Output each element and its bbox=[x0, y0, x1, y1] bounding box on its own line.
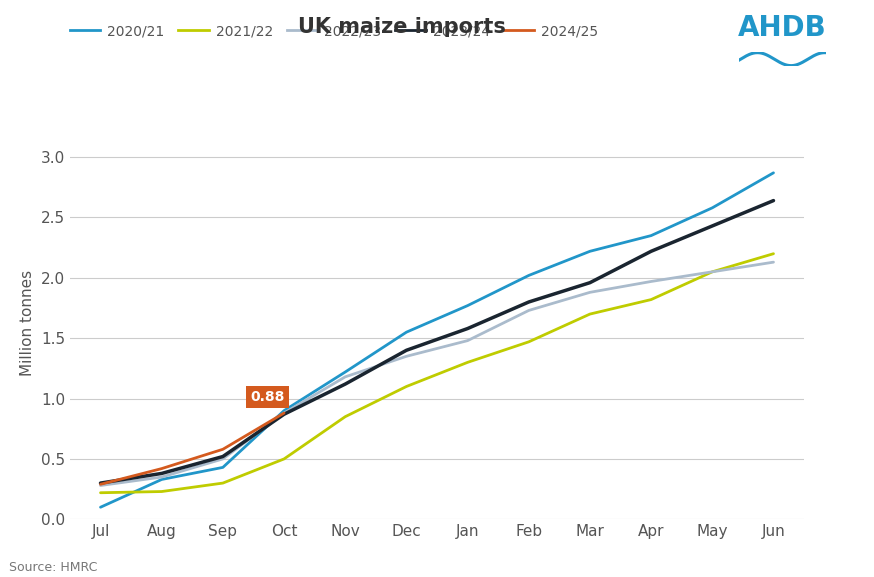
Y-axis label: Million tonnes: Million tonnes bbox=[20, 270, 35, 376]
Text: AHDB: AHDB bbox=[738, 14, 827, 43]
Legend: 2020/21, 2021/22, 2022/23, 2023/24, 2024/25: 2020/21, 2021/22, 2022/23, 2023/24, 2024… bbox=[70, 24, 599, 38]
Text: UK maize imports: UK maize imports bbox=[298, 17, 506, 38]
Text: 0.88: 0.88 bbox=[250, 390, 285, 404]
Text: Source: HMRC: Source: HMRC bbox=[9, 561, 97, 574]
